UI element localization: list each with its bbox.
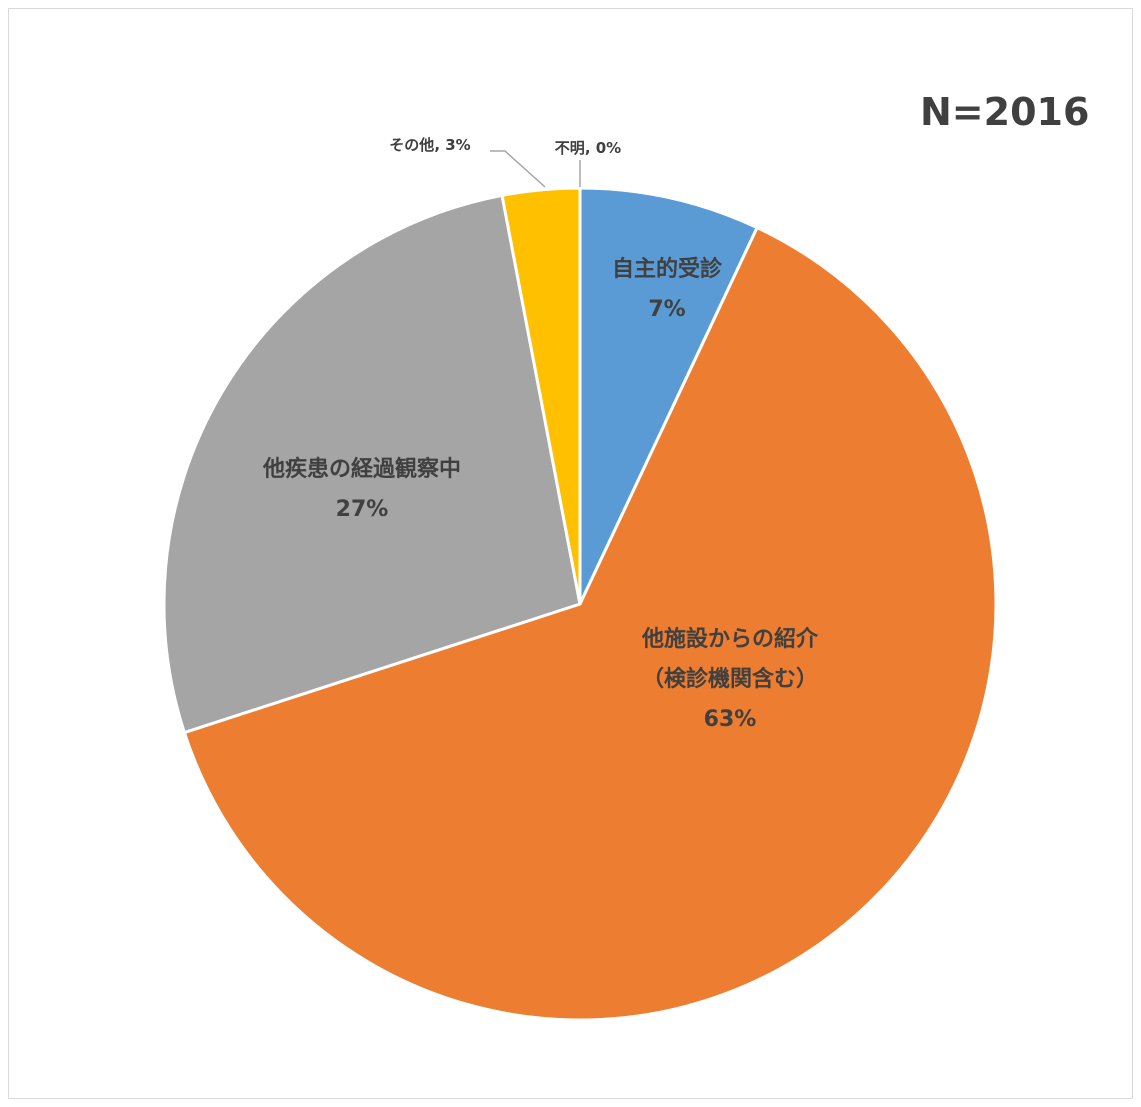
- chart-border: [8, 8, 1133, 1099]
- data-label: 不明0%: [555, 138, 621, 158]
- value-label: 0%: [595, 139, 622, 157]
- category-label: 他施設からの紹介（検診機関含む）: [641, 627, 818, 692]
- category-label: その他: [389, 136, 445, 154]
- value-label: 27%: [335, 497, 389, 522]
- data-label: 他疾患の経過観察中 27%: [263, 450, 461, 530]
- category-label: 他疾患の経過観察中: [262, 457, 462, 482]
- value-label: 63%: [703, 707, 757, 732]
- leader-line: [490, 150, 546, 188]
- pie-slice: [182, 226, 998, 1022]
- category-label: 不明: [555, 139, 596, 157]
- data-label: 自主的受診 7%: [612, 250, 722, 330]
- pie-slice: [578, 186, 759, 606]
- pie-slice: [162, 193, 582, 735]
- data-label: その他3%: [389, 135, 470, 155]
- value-label: 7%: [648, 297, 686, 322]
- category-label: 自主的受診: [611, 257, 723, 282]
- value-label: 3%: [445, 136, 471, 154]
- annotation: N=2016: [920, 90, 1090, 134]
- data-label: 他施設からの紹介（検診機関含む） 63%: [635, 620, 825, 740]
